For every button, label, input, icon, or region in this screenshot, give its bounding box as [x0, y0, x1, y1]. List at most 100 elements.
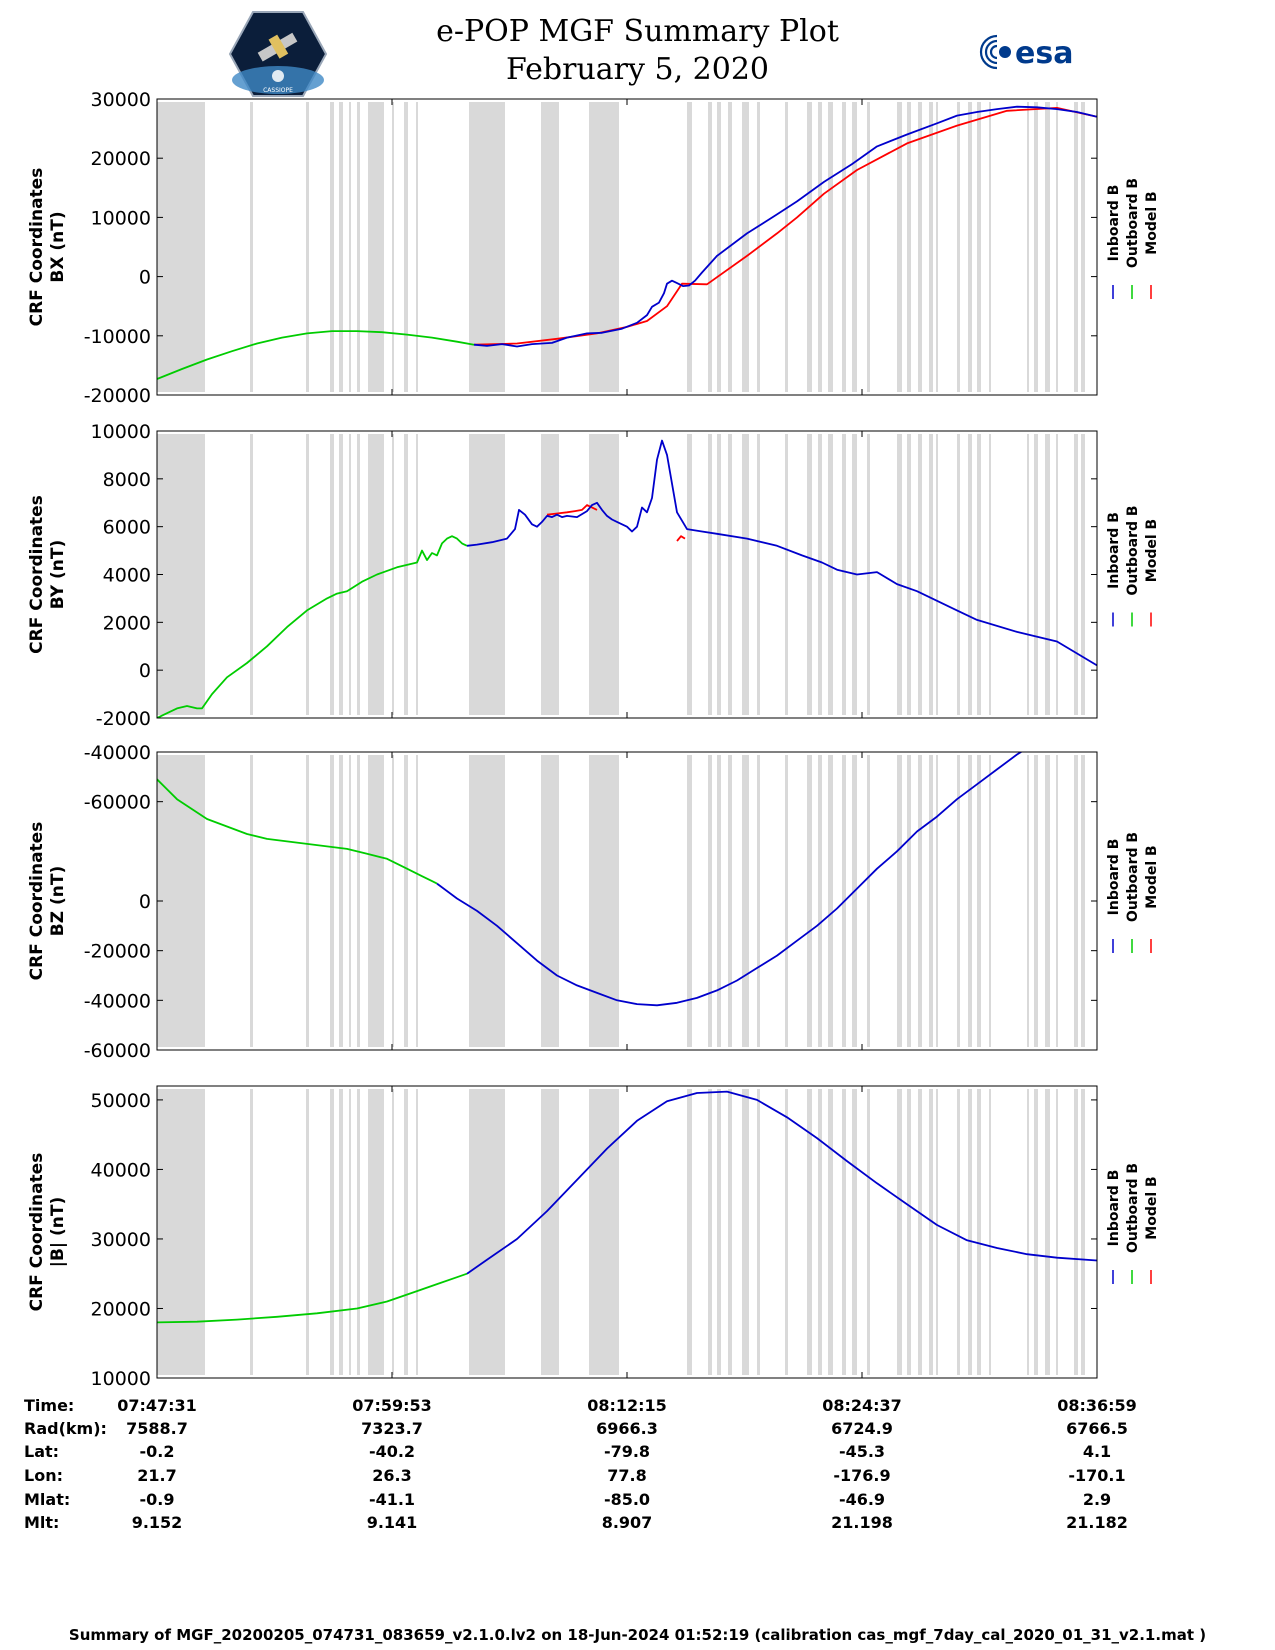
- plot-date: February 5, 2020: [505, 52, 769, 87]
- gap-band: [1074, 102, 1078, 392]
- gap-band: [968, 1089, 972, 1375]
- y-axis-label-line: CRF Coordinates: [27, 168, 47, 327]
- info-cell: 6966.3: [596, 1419, 658, 1438]
- inboard-b-line: [466, 1090, 1097, 1275]
- y-tick-label: -60000: [84, 1040, 151, 1062]
- gap-band: [357, 755, 360, 1047]
- gap-band: [1081, 1089, 1085, 1375]
- footer-summary: Summary of MGF_20200205_074731_083659_v2…: [68, 1626, 1207, 1644]
- gap-band: [818, 434, 822, 715]
- series-group: [157, 752, 1023, 1007]
- gap-band: [929, 1089, 933, 1375]
- gap-band: [357, 102, 360, 392]
- x-tick-label: 07:47:31: [117, 1396, 197, 1415]
- gap-band: [349, 434, 351, 715]
- legend-label: Outboard B: [1125, 505, 1141, 595]
- info-cell: -170.1: [1068, 1466, 1126, 1485]
- gap-band: [828, 1089, 833, 1375]
- info-cell: 21.7: [137, 1466, 177, 1485]
- gap-band: [469, 755, 505, 1047]
- y-axis-label-line: BZ (nT): [48, 866, 68, 936]
- gap-band: [357, 1089, 360, 1375]
- gap-band: [742, 755, 749, 1047]
- y-tick-label: -2000: [96, 708, 151, 730]
- legend-label: Model B: [1144, 1176, 1160, 1239]
- y-axis-label-line: |B| (nT): [48, 1197, 68, 1268]
- info-cell: 7323.7: [361, 1419, 423, 1438]
- gap-band: [157, 434, 205, 715]
- gap-band: [785, 755, 788, 1047]
- gap-band: [957, 1089, 960, 1375]
- gap-band: [1034, 755, 1038, 1047]
- gap-band: [469, 434, 505, 715]
- gap-band: [818, 755, 822, 1047]
- gap-band: [936, 1089, 938, 1375]
- model-b-line: [546, 504, 598, 516]
- y-tick-label: 0: [139, 891, 151, 913]
- gap-band: [897, 1089, 902, 1375]
- gap-band: [416, 755, 418, 1047]
- gap-band: [907, 755, 911, 1047]
- y-axis-label-line: CRF Coordinates: [27, 1153, 47, 1312]
- info-cell: -85.0: [603, 1490, 651, 1509]
- y-tick-label: -60000: [84, 792, 151, 814]
- info-cell: 6766.5: [1066, 1419, 1128, 1438]
- gap-band: [306, 1089, 309, 1375]
- y-tick-label: 20000: [91, 1298, 151, 1320]
- gap-band: [404, 755, 408, 1047]
- gap-band: [957, 102, 960, 392]
- gap-band: [541, 102, 559, 392]
- y-axis-label-line: BX (nT): [48, 211, 68, 282]
- gap-band: [717, 434, 721, 715]
- gap-band: [807, 755, 812, 1047]
- gap-band: [989, 102, 991, 392]
- panel-1: 30000 20000 10000 0 -10000 -20000 CRF Coordina…: [27, 89, 1160, 407]
- svg-text:CASSIOPE: CASSIOPE: [263, 87, 293, 94]
- data-gap-shading: [157, 434, 1085, 715]
- gap-band: [842, 102, 846, 392]
- gap-band: [306, 102, 309, 392]
- gap-band: [852, 755, 857, 1047]
- legend-label: Outboard B: [1125, 1163, 1141, 1253]
- gap-band: [1081, 434, 1085, 715]
- gap-band: [918, 434, 922, 715]
- y-tick-label: -40000: [84, 990, 151, 1012]
- y-tick-label: 0: [139, 267, 151, 289]
- gap-band: [1074, 755, 1078, 1047]
- gap-band: [1056, 1089, 1058, 1375]
- legend-label: Outboard B: [1125, 832, 1141, 922]
- y-tick-label: -20000: [84, 385, 151, 407]
- gap-band: [897, 102, 902, 392]
- gap-band: [828, 755, 833, 1047]
- x-tick-label: 08:36:59: [1057, 1396, 1137, 1415]
- gap-band: [867, 755, 870, 1047]
- info-cell: 77.8: [607, 1466, 647, 1485]
- series-group: [157, 105, 1097, 380]
- gap-band: [742, 434, 749, 715]
- x-tick-label: 07:59:53: [352, 1396, 432, 1415]
- info-cell: 6724.9: [831, 1419, 893, 1438]
- svg-text:esa: esa: [1015, 36, 1073, 71]
- gap-band: [368, 102, 384, 392]
- y-axis-label-line: CRF Coordinates: [27, 495, 47, 654]
- y-tick-label: -10000: [84, 326, 151, 348]
- gap-band: [907, 1089, 911, 1375]
- gap-band: [330, 102, 334, 392]
- gap-band: [687, 755, 692, 1047]
- series-group: [157, 439, 1097, 718]
- gap-band: [404, 1089, 408, 1375]
- gap-band: [929, 102, 933, 392]
- outboard-b-line: [157, 330, 475, 380]
- gap-band: [157, 755, 205, 1047]
- gap-band: [807, 102, 812, 392]
- info-cell: 7588.7: [126, 1419, 188, 1438]
- gap-band: [907, 434, 911, 715]
- legend-label: Inboard B: [1106, 512, 1122, 589]
- gap-band: [339, 102, 343, 392]
- axes-frame: [156, 98, 1098, 396]
- gap-band: [687, 434, 692, 715]
- info-row-label: Lat:: [24, 1442, 60, 1461]
- gap-band: [897, 755, 902, 1047]
- gap-band: [250, 434, 253, 715]
